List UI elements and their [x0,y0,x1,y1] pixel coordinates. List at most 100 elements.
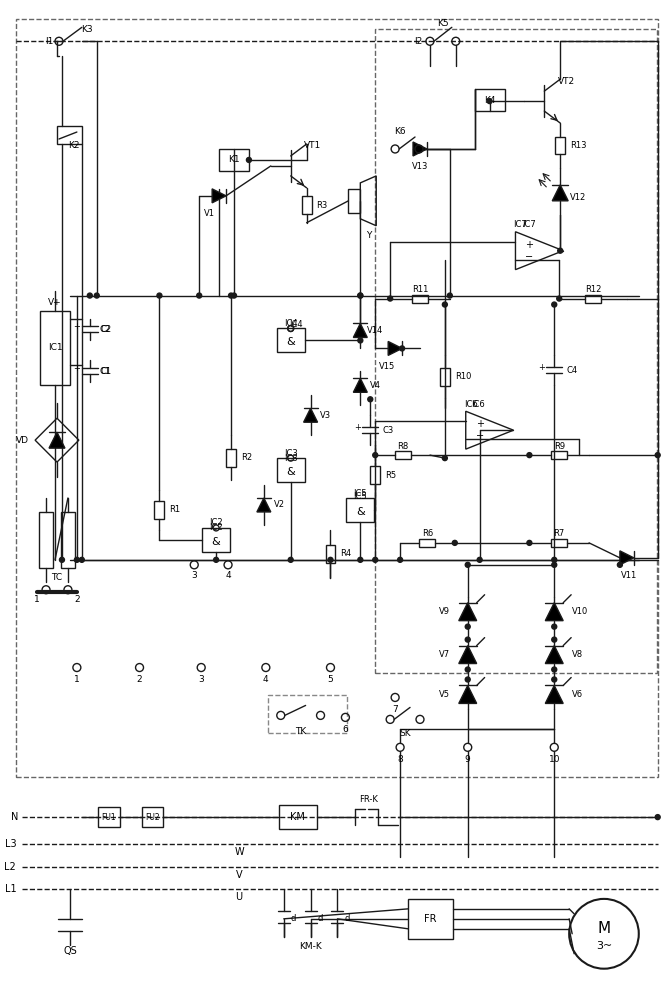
Bar [16,19,658,777]
Polygon shape [552,185,568,201]
Text: K5: K5 [437,19,449,28]
Text: 3~: 3~ [596,941,612,951]
Text: IC2: IC2 [209,523,223,532]
Text: 1: 1 [34,595,40,604]
Circle shape [477,557,482,562]
Text: R10: R10 [455,372,471,381]
Text: C2: C2 [100,325,112,334]
Bar [375,29,657,673]
Circle shape [442,302,448,307]
Circle shape [552,667,556,672]
Text: &: & [286,337,295,347]
Text: 6: 6 [343,725,348,734]
Text: K1: K1 [228,155,240,164]
Text: KM: KM [290,812,305,822]
Bar [277,458,304,482]
Polygon shape [257,498,271,512]
Circle shape [442,456,448,461]
Text: TC: TC [52,573,62,582]
Text: 4: 4 [263,675,269,684]
Circle shape [197,293,202,298]
Text: IC6: IC6 [464,400,478,409]
Bar [277,328,304,352]
Circle shape [465,677,470,682]
Text: VD: VD [15,436,29,445]
Circle shape [552,677,556,682]
Circle shape [358,338,363,343]
Text: &: & [356,507,365,517]
Text: R5: R5 [385,471,396,480]
Text: IC3: IC3 [284,454,298,463]
Text: R7: R7 [554,529,565,538]
Circle shape [552,302,556,307]
Text: U: U [235,892,243,902]
Circle shape [655,453,660,458]
Text: 10: 10 [548,755,560,764]
Text: L1: L1 [5,884,16,894]
Bar [61,512,75,568]
Polygon shape [545,685,563,703]
Circle shape [373,453,378,458]
Circle shape [247,157,251,162]
Text: V4: V4 [370,381,381,390]
Circle shape [388,296,392,301]
Text: V3: V3 [320,411,331,420]
Circle shape [79,557,85,562]
Circle shape [87,293,92,298]
Text: R12: R12 [585,285,601,294]
Text: FR-K: FR-K [359,795,378,804]
Text: K3: K3 [81,25,93,34]
Circle shape [368,397,373,402]
Bar [97,807,120,827]
Bar [268,695,347,733]
Text: N: N [11,812,18,822]
Text: QS: QS [63,946,77,956]
Text: K6: K6 [394,127,406,136]
Circle shape [487,99,492,104]
Bar [440,368,450,386]
Text: 1: 1 [74,675,80,684]
Polygon shape [353,323,368,337]
Text: IC5: IC5 [353,489,367,498]
Text: IC7: IC7 [523,220,536,229]
Polygon shape [413,142,427,156]
Circle shape [527,540,532,545]
Text: 7: 7 [392,705,398,714]
Circle shape [558,248,562,253]
Text: IC4: IC4 [289,320,302,329]
Text: Y: Y [366,231,371,240]
Polygon shape [459,603,476,621]
Polygon shape [459,685,476,703]
Circle shape [655,815,660,820]
Text: IC3: IC3 [284,449,298,458]
Bar [419,539,435,547]
Bar [394,451,411,459]
Text: +: + [538,363,545,372]
Text: IC2: IC2 [209,518,223,527]
Text: C1: C1 [99,367,110,376]
Circle shape [465,562,470,567]
Text: R2: R2 [241,453,252,462]
Text: 2: 2 [136,675,142,684]
Text: K4: K4 [484,96,495,105]
Polygon shape [304,408,318,422]
Circle shape [157,293,162,298]
Bar [370,466,380,484]
Circle shape [556,296,562,301]
Text: 4: 4 [225,571,231,580]
Bar [202,528,230,552]
Text: 8: 8 [397,755,403,764]
Circle shape [452,540,457,545]
Circle shape [552,562,556,567]
Text: TK: TK [295,727,306,736]
Text: V14: V14 [367,326,383,335]
Circle shape [358,557,363,562]
Text: FR: FR [423,914,436,924]
Text: V11: V11 [621,571,637,580]
Circle shape [465,624,470,629]
Circle shape [358,293,363,298]
Bar [474,89,505,111]
Circle shape [373,557,378,562]
Text: V8: V8 [572,650,583,659]
Text: 2: 2 [74,595,80,604]
